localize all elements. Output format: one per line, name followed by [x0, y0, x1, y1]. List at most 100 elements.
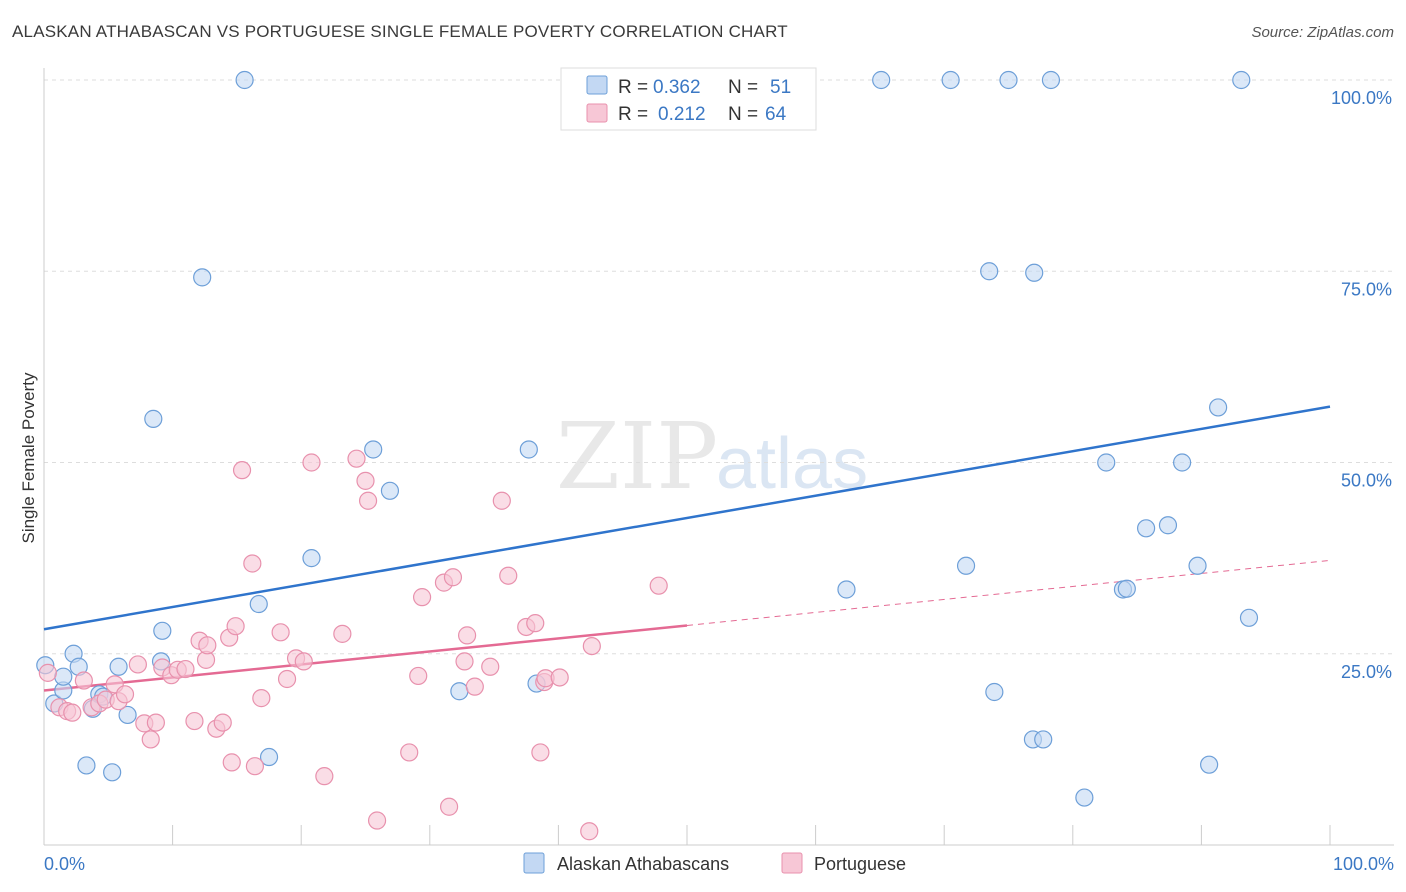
trend-lines [43, 405, 1331, 692]
data-points [36, 70, 1259, 841]
y-tick-label-25: 25.0% [1341, 662, 1392, 682]
point-alaskan-athabascans-19 [259, 747, 279, 767]
series-legend: Alaskan Athabascans Portuguese [523, 852, 906, 874]
y-axis-title: Single Female Poverty [19, 372, 38, 544]
stats-swatch-pink [586, 103, 608, 123]
point-portuguese-61 [649, 576, 668, 595]
chart-source: Source: ZipAtlas.com [1251, 24, 1394, 41]
point-portuguese-19 [185, 711, 204, 731]
point-portuguese-60 [582, 636, 601, 656]
point-portuguese-25 [222, 753, 241, 772]
point-alaskan-athabascans-48 [1209, 398, 1228, 417]
point-portuguese-46 [443, 568, 463, 587]
y-tick-label-50: 50.0% [1341, 471, 1392, 491]
point-portuguese-54 [526, 614, 545, 633]
point-portuguese-31 [271, 623, 290, 642]
point-portuguese-3 [63, 703, 82, 722]
point-portuguese-55 [531, 743, 550, 762]
point-alaskan-athabascans-47 [1200, 755, 1219, 774]
trend-line-extension-portuguese [686, 559, 1331, 626]
point-alaskan-athabascans-11 [109, 657, 128, 676]
point-portuguese-62 [198, 636, 217, 655]
legend-label-alaskan-athabascans: Alaskan Athabascans [557, 854, 729, 874]
axes [43, 68, 1394, 846]
point-alaskan-athabascans-12 [118, 705, 137, 725]
point-alaskan-athabascans-37 [1034, 730, 1053, 749]
point-alaskan-athabascans-44 [1158, 516, 1178, 535]
stats-n-label-pink: N = [728, 104, 758, 125]
stats-r-label-blue: R = [618, 77, 648, 98]
point-portuguese-23 [213, 713, 232, 732]
point-portuguese-32 [277, 669, 297, 689]
point-alaskan-athabascans-24 [519, 440, 538, 459]
point-alaskan-athabascans-34 [999, 70, 1018, 90]
point-alaskan-athabascans-42 [1117, 579, 1136, 598]
point-portuguese-29 [245, 757, 265, 776]
point-alaskan-athabascans-50 [1232, 70, 1251, 90]
point-portuguese-45 [439, 797, 459, 816]
point-portuguese-36 [315, 767, 334, 786]
point-portuguese-59 [580, 822, 599, 841]
point-alaskan-athabascans-46 [1188, 556, 1207, 575]
stats-r-label-pink: R = [618, 104, 648, 125]
y-tick-label-100: 100.0% [1331, 88, 1392, 108]
point-portuguese-35 [302, 453, 321, 472]
point-portuguese-42 [409, 666, 428, 686]
point-alaskan-athabascans-18 [249, 594, 268, 614]
point-alaskan-athabascans-16 [193, 268, 212, 287]
point-portuguese-48 [457, 626, 477, 645]
point-portuguese-49 [465, 677, 484, 696]
point-alaskan-athabascans-22 [380, 481, 400, 500]
point-alaskan-athabascans-38 [1041, 70, 1061, 90]
point-alaskan-athabascans-21 [364, 440, 383, 459]
point-portuguese-50 [481, 657, 500, 676]
point-portuguese-28 [243, 554, 262, 573]
point-alaskan-athabascans-28 [837, 580, 856, 599]
point-portuguese-18 [176, 659, 195, 679]
point-portuguese-10 [115, 685, 135, 704]
point-alaskan-athabascans-33 [980, 262, 999, 281]
point-alaskan-athabascans-45 [1173, 453, 1192, 472]
x-tick-label-max: 100.0% [1333, 854, 1394, 874]
point-portuguese-27 [232, 461, 252, 480]
point-portuguese-11 [128, 655, 147, 674]
point-portuguese-30 [252, 689, 271, 708]
point-portuguese-40 [367, 811, 387, 830]
point-portuguese-39 [356, 471, 375, 490]
point-alaskan-athabascans-49 [1239, 608, 1259, 627]
y-tick-labels: 25.0% 50.0% 75.0% 100.0% [1331, 88, 1392, 682]
watermark-atlas: atlas [716, 424, 868, 504]
point-alaskan-athabascans-39 [1075, 788, 1094, 807]
stats-n-value-pink: 64 [765, 104, 787, 125]
stats-legend: R = 0.362 N = 51 R = 0.212 N = 64 [560, 67, 817, 131]
stats-swatch-blue [586, 75, 608, 95]
point-alaskan-athabascans-32 [985, 682, 1004, 702]
point-portuguese-63 [358, 491, 378, 510]
point-portuguese-4 [74, 671, 93, 690]
watermark-zip: ZIP [556, 403, 718, 510]
point-alaskan-athabascans-23 [450, 682, 469, 701]
point-portuguese-41 [400, 743, 419, 762]
point-portuguese-0 [38, 663, 57, 682]
point-portuguese-37 [333, 624, 352, 643]
x-tick-labels: 0.0% 100.0% [44, 854, 1394, 874]
legend-swatch-alaskan-athabascans [523, 852, 545, 874]
point-portuguese-52 [499, 566, 518, 585]
point-alaskan-athabascans-6 [77, 756, 96, 775]
point-alaskan-athabascans-13 [144, 409, 163, 428]
point-portuguese-58 [550, 668, 569, 687]
stats-n-value-blue: 51 [770, 77, 791, 98]
point-alaskan-athabascans-17 [235, 70, 254, 90]
stats-r-value-pink: 0.212 [658, 104, 706, 125]
point-alaskan-athabascans-30 [941, 70, 960, 90]
point-portuguese-34 [294, 652, 313, 671]
point-portuguese-26 [226, 617, 245, 636]
legend-swatch-portuguese [781, 852, 803, 874]
point-portuguese-43 [412, 588, 432, 607]
point-alaskan-athabascans-3 [54, 667, 73, 686]
point-alaskan-athabascans-10 [103, 763, 122, 782]
point-portuguese-47 [455, 652, 474, 671]
point-alaskan-athabascans-43 [1137, 519, 1156, 538]
legend-label-portuguese: Portuguese [814, 854, 906, 874]
